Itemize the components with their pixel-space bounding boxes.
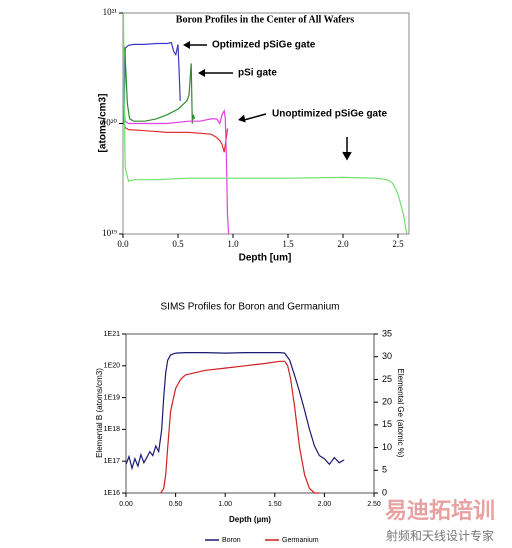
y2-tick-label: 20 [382,397,392,407]
annotation: pSi gate [238,68,277,79]
series-line [123,41,181,124]
x-tick-label: 0.00 [119,501,133,508]
x-tick-label: 1.0 [227,239,239,249]
y-tick-label: 10²⁰ [102,118,118,128]
y-tick-label: 1E20 [104,363,120,370]
y-tick-label: 1E16 [104,490,120,497]
x-tick-label: 2.00 [318,501,332,508]
arrow [243,113,267,121]
x-tick-label: 0.5 [172,239,184,249]
series-line [122,12,408,235]
x-tick-label: 2.5 [392,239,404,249]
y-tick-label: 1E19 [104,394,120,401]
annotation: Optimized pSiGe gate [212,40,316,51]
legend-label: Germanium [282,537,319,544]
y-tick-label: 1E21 [104,331,120,338]
y2-tick-label: 0 [382,487,387,497]
x-tick-label: 0.0 [117,239,129,249]
x-tick-label: 2.50 [367,501,381,508]
y-tick-label: 1E18 [104,426,120,433]
frame [125,333,375,494]
y-tick-label: 10²¹ [103,7,118,17]
arrow-head [198,69,205,77]
y-tick-label: 1E17 [104,458,120,465]
x-tick-label: 1.00 [218,501,232,508]
x-tick-label: 1.50 [268,501,282,508]
arrow [342,137,352,161]
chart-title: Boron Profiles in the Center of All Wafe… [176,14,355,25]
series-line [123,46,196,124]
arrow-head [183,41,190,49]
series-line [125,352,345,471]
x-tick-label: 2.0 [337,239,349,249]
series-line [123,109,230,235]
y2-tick-label: 15 [382,419,392,429]
watermark: 易迪拓培训 [385,498,495,523]
x-axis-label: Depth (µm) [229,515,271,524]
y2-tick-label: 30 [382,351,392,361]
y-axis-label: [atoms/cm3] [98,94,109,153]
y2-tick-label: 35 [382,328,392,338]
y-axis-label: Elemental B (atoms/cm3) [95,368,104,458]
y2-axis-label: Elemental Ge (atomic %) [396,369,405,458]
y2-tick-label: 25 [382,374,392,384]
arrow-head [238,114,246,123]
series-line [160,360,320,494]
x-axis-label: Depth [um] [239,253,292,264]
legend-label: Boron [222,537,241,544]
y2-tick-label: 5 [382,465,387,475]
x-tick-label: 0.50 [169,501,183,508]
y2-tick-label: 10 [382,442,392,452]
x-tick-label: 1.5 [282,239,294,249]
y-tick-label: 10¹⁹ [102,228,117,238]
chart-title: SIMS Profiles for Boron and Germanium [161,302,340,313]
watermark: 射频和天线设计专家 [386,528,494,543]
annotation: Unoptimized pSiGe gate [272,109,387,120]
series-line [123,123,229,153]
